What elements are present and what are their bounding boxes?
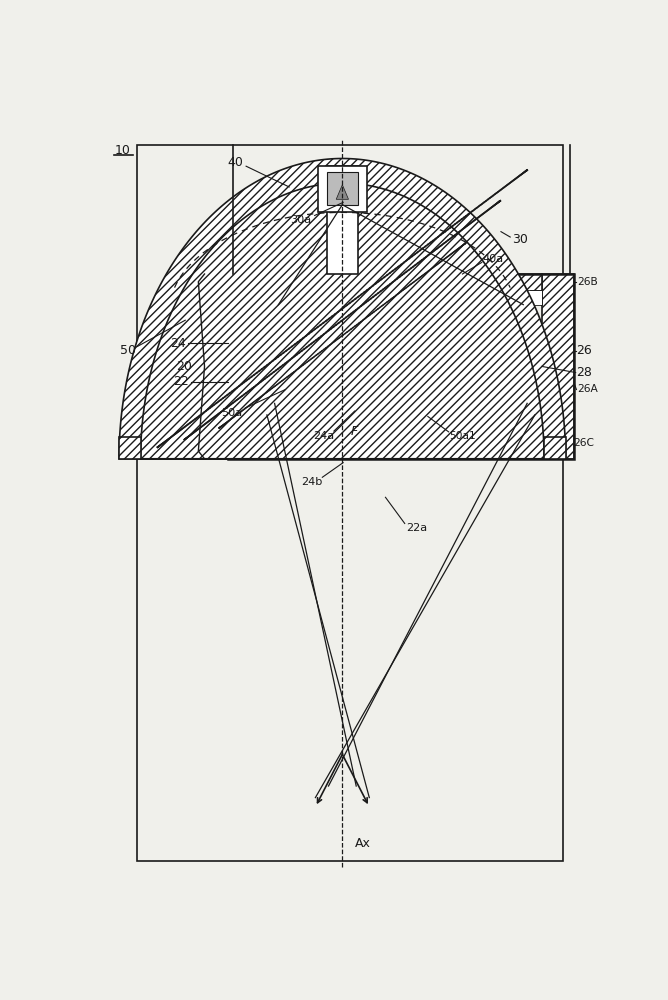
Polygon shape <box>119 159 566 459</box>
Text: 24a: 24a <box>313 431 335 441</box>
Polygon shape <box>212 396 472 435</box>
Polygon shape <box>271 305 531 445</box>
Text: 26A: 26A <box>577 384 598 394</box>
Text: 26: 26 <box>576 344 592 358</box>
Text: 24b: 24b <box>302 477 323 487</box>
Polygon shape <box>260 291 271 305</box>
Text: 22a: 22a <box>405 523 427 533</box>
Text: 40: 40 <box>227 156 243 169</box>
Text: 40a: 40a <box>483 254 504 264</box>
Text: 26B: 26B <box>577 277 598 287</box>
Polygon shape <box>212 291 472 332</box>
Text: F: F <box>351 425 358 438</box>
Polygon shape <box>544 437 566 459</box>
Text: 50: 50 <box>120 344 136 358</box>
Polygon shape <box>260 291 542 305</box>
Polygon shape <box>260 274 542 291</box>
Text: Ax: Ax <box>355 837 370 850</box>
Text: 50a1: 50a1 <box>449 431 476 441</box>
Polygon shape <box>119 437 140 459</box>
Text: 50a: 50a <box>221 408 242 418</box>
Polygon shape <box>336 185 349 199</box>
Text: 24: 24 <box>170 337 186 350</box>
Polygon shape <box>260 445 542 459</box>
Polygon shape <box>327 172 358 205</box>
Text: 10: 10 <box>114 144 130 157</box>
Text: 30a: 30a <box>290 215 311 225</box>
Text: 30: 30 <box>512 233 528 246</box>
Text: 28: 28 <box>576 366 592 379</box>
Polygon shape <box>318 166 367 212</box>
Text: 20: 20 <box>176 360 192 373</box>
Polygon shape <box>542 274 574 459</box>
Text: 26C: 26C <box>574 438 595 448</box>
Polygon shape <box>531 291 542 305</box>
Text: 22: 22 <box>174 375 189 388</box>
Polygon shape <box>228 274 260 459</box>
Polygon shape <box>327 166 358 274</box>
